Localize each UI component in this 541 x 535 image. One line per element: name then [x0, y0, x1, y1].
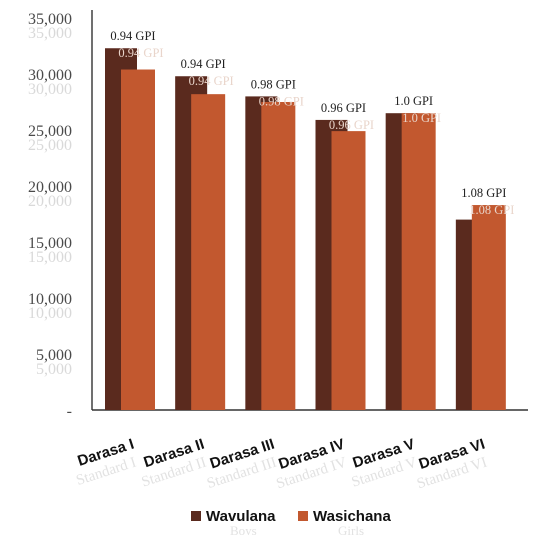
- y-tick-label-ghost: 5,000: [36, 361, 72, 378]
- y-tick-label-ghost: 20,000: [28, 193, 72, 210]
- bar-wasichana: [471, 205, 506, 410]
- gpi-label-ghost: 0.94 GPI: [189, 74, 234, 88]
- gpi-label: 1.08 GPI: [461, 186, 506, 200]
- gpi-label: 1.0 GPI: [394, 94, 433, 108]
- y-tick-label: 15,000: [28, 235, 72, 252]
- y-tick-label: 25,000: [28, 123, 72, 140]
- gpi-label-ghost: 0.96 GPI: [329, 118, 374, 132]
- bar-wasichana: [261, 102, 296, 410]
- y-tick-label-ghost: 35,000: [28, 25, 72, 42]
- gpi-label-ghost: 0.98 GPI: [259, 94, 304, 108]
- legend-label-wavulana: Wavulana: [206, 508, 276, 525]
- gpi-label: 0.94 GPI: [181, 57, 226, 71]
- gpi-label: 0.96 GPI: [321, 101, 366, 115]
- legend-label-wasichana: Wasichana: [313, 508, 391, 525]
- legend-swatch-wavulana: [191, 511, 201, 521]
- y-tick-label: 10,000: [28, 291, 72, 308]
- y-tick-label-ghost: 30,000: [28, 81, 72, 98]
- y-tick-label: 5,000: [36, 347, 72, 364]
- gpi-label: 0.98 GPI: [251, 77, 296, 91]
- gpi-label-ghost: 1.08 GPI: [469, 203, 514, 217]
- gpi-label-ghost: 0.94 GPI: [118, 46, 163, 60]
- y-tick-label: -: [67, 403, 72, 420]
- legend-swatch-wasichana: [298, 511, 308, 521]
- gpi-label-ghost: 1.0 GPI: [402, 111, 441, 125]
- legend-label-ghost-boys: Boys: [230, 523, 257, 535]
- y-tick-label: 30,000: [28, 67, 72, 84]
- y-tick-label: 20,000: [28, 179, 72, 196]
- bar-wasichana: [191, 94, 226, 410]
- bar-wasichana: [401, 113, 436, 410]
- y-tick-label: 35,000: [28, 11, 72, 28]
- bar-wasichana: [121, 69, 155, 411]
- legend-label-ghost-girls: Girls: [338, 523, 364, 535]
- bar-wasichana: [331, 131, 366, 410]
- y-tick-label-ghost: 15,000: [28, 249, 72, 266]
- y-tick-label-ghost: 25,000: [28, 137, 72, 154]
- gpi-label: 0.94 GPI: [110, 29, 155, 43]
- y-tick-label-ghost: 10,000: [28, 305, 72, 322]
